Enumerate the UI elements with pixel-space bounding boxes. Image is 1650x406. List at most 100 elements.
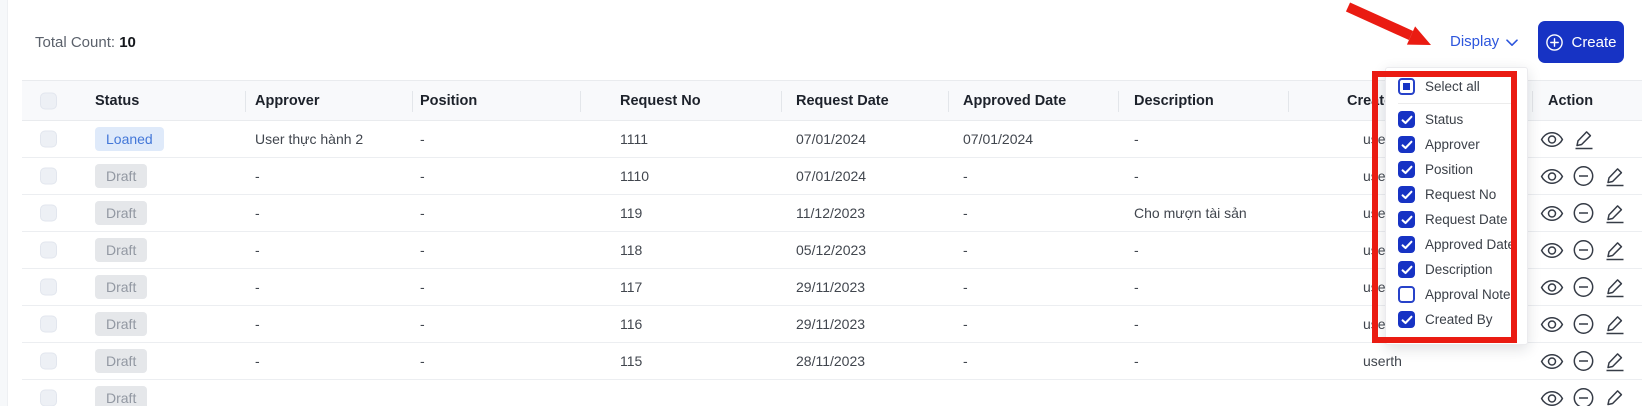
row-actions	[1540, 165, 1627, 188]
status-badge: Draft	[95, 164, 148, 188]
edit-icon[interactable]	[1603, 239, 1627, 262]
edit-icon[interactable]	[1603, 202, 1627, 225]
request-no-cell: 118	[620, 242, 643, 258]
edit-icon[interactable]	[1603, 313, 1627, 336]
view-icon[interactable]	[1540, 202, 1564, 224]
column-separator	[245, 91, 246, 112]
column-checkbox[interactable]	[1398, 211, 1415, 228]
table-row: Draft - - 115 28/11/2023 - - userth	[22, 343, 1642, 380]
column-checkbox[interactable]	[1398, 161, 1415, 178]
remove-icon[interactable]	[1572, 165, 1595, 188]
column-header-request-no: Request No	[620, 92, 701, 109]
column-separator	[1532, 91, 1533, 112]
position-cell: -	[420, 205, 425, 221]
menu-item-label: Description	[1425, 262, 1493, 277]
column-checkbox[interactable]	[1398, 286, 1415, 303]
column-checkbox[interactable]	[1398, 136, 1415, 153]
view-icon[interactable]	[1540, 165, 1564, 187]
view-icon[interactable]	[1540, 350, 1564, 372]
approver-cell: User thực hành 2	[255, 131, 364, 147]
request-no-cell: 116	[620, 316, 643, 332]
row-checkbox[interactable]	[40, 130, 57, 148]
position-cell: -	[420, 279, 425, 295]
row-checkbox[interactable]	[40, 204, 57, 222]
request-no-cell: 1111	[620, 131, 649, 147]
edit-icon[interactable]	[1603, 387, 1627, 406]
column-checkbox[interactable]	[1398, 186, 1415, 203]
select-all-rows-checkbox[interactable]	[40, 92, 57, 109]
total-count: Total Count: 10	[35, 34, 136, 51]
plus-circle-icon	[1546, 33, 1564, 51]
column-checkbox[interactable]	[1398, 311, 1415, 328]
menu-item-request-no[interactable]: Request No	[1398, 182, 1515, 207]
status-badge: Draft	[95, 201, 148, 225]
approver-cell: -	[255, 279, 260, 295]
row-checkbox[interactable]	[40, 352, 57, 370]
menu-item-status[interactable]: Status	[1398, 107, 1515, 132]
menu-item-label: Request No	[1425, 187, 1497, 202]
position-cell: -	[420, 316, 425, 332]
menu-item-description[interactable]: Description	[1398, 257, 1515, 282]
column-header-status: Status	[95, 92, 140, 109]
position-cell: -	[420, 353, 425, 369]
approver-cell: -	[255, 242, 260, 258]
remove-icon[interactable]	[1572, 239, 1595, 262]
select-all-checkbox[interactable]	[1398, 78, 1415, 95]
edit-icon[interactable]	[1603, 165, 1627, 188]
status-badge: Loaned	[95, 127, 164, 151]
column-header-approved-date: Approved Date	[963, 92, 1067, 109]
view-icon[interactable]	[1540, 128, 1564, 150]
position-cell: -	[420, 131, 425, 147]
view-icon[interactable]	[1540, 313, 1564, 335]
row-checkbox[interactable]	[40, 315, 57, 333]
column-header-request-date: Request Date	[796, 92, 889, 109]
row-checkbox[interactable]	[40, 241, 57, 259]
remove-icon[interactable]	[1572, 202, 1595, 225]
approved-date-cell: -	[963, 242, 968, 258]
approved-date-cell: -	[963, 168, 968, 184]
column-checkbox[interactable]	[1398, 261, 1415, 278]
row-actions	[1540, 350, 1627, 373]
column-checkbox[interactable]	[1398, 111, 1415, 128]
column-header-description: Description	[1134, 92, 1214, 109]
create-button[interactable]: Create	[1538, 21, 1624, 63]
menu-item-request-date[interactable]: Request Date	[1398, 207, 1515, 232]
remove-icon[interactable]	[1572, 276, 1595, 299]
view-icon[interactable]	[1540, 239, 1564, 261]
row-checkbox[interactable]	[40, 389, 57, 406]
row-checkbox[interactable]	[40, 167, 57, 185]
menu-item-created-by[interactable]: Created By	[1398, 307, 1515, 332]
description-cell: Cho mượn tài sản	[1134, 205, 1247, 221]
request-date-cell: 29/11/2023	[796, 279, 866, 295]
display-columns-menu: Select all Status Approver Position Requ…	[1385, 67, 1528, 345]
menu-item-position[interactable]: Position	[1398, 157, 1515, 182]
remove-icon[interactable]	[1572, 313, 1595, 336]
menu-item-approved-date[interactable]: Approved Date	[1398, 232, 1515, 257]
view-icon[interactable]	[1540, 276, 1564, 298]
status-badge: Draft	[95, 386, 148, 406]
approver-cell: -	[255, 353, 260, 369]
display-dropdown-toggle[interactable]: Display	[1450, 33, 1518, 50]
status-badge: Draft	[95, 275, 148, 299]
remove-icon[interactable]	[1572, 350, 1595, 373]
edit-icon[interactable]	[1603, 350, 1627, 373]
menu-item-label: Position	[1425, 162, 1474, 177]
request-date-cell: 07/01/2024	[796, 168, 867, 184]
row-checkbox[interactable]	[40, 278, 57, 296]
position-cell: -	[420, 168, 425, 184]
edit-icon[interactable]	[1572, 128, 1596, 151]
column-separator	[948, 91, 949, 112]
column-header-approver: Approver	[255, 92, 320, 109]
chevron-down-icon	[1506, 38, 1518, 46]
menu-item-select-all[interactable]: Select all	[1398, 73, 1515, 100]
remove-icon[interactable]	[1572, 387, 1595, 406]
approved-date-cell: 07/01/2024	[963, 131, 1034, 147]
edit-icon[interactable]	[1603, 276, 1627, 299]
approver-cell: -	[255, 168, 260, 184]
menu-item-approver[interactable]: Approver	[1398, 132, 1515, 157]
description-cell: -	[1134, 316, 1139, 332]
column-checkbox[interactable]	[1398, 236, 1415, 253]
menu-item-approval-note[interactable]: Approval Note	[1398, 282, 1515, 307]
view-icon[interactable]	[1540, 387, 1564, 406]
menu-item-label: Approved Date	[1425, 237, 1516, 252]
